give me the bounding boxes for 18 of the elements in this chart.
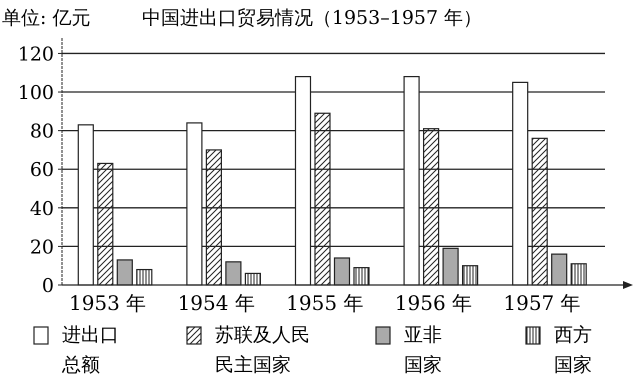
x-tick-label: 1955 年 (286, 291, 364, 315)
y-tick-label: 20 (30, 236, 54, 258)
y-tick-label: 120 (18, 43, 54, 66)
x-tick-label: 1954 年 (178, 291, 255, 315)
legend-label: 进出口总额 (62, 323, 120, 378)
y-axis-title: 单位: 亿元 (2, 7, 90, 29)
legend-label: 苏联及人民民主国家 (215, 323, 311, 378)
x-tick-label: 1953 年 (68, 291, 146, 315)
chart-title: 中国进出口贸易情况（1953–1957 年） (142, 7, 482, 29)
x-tick-label: 1956 年 (394, 291, 472, 315)
x-tick-label: 1957 年 (503, 291, 581, 315)
legend-label: 亚非国家 (404, 323, 443, 378)
y-tick-label: 40 (30, 198, 54, 220)
legend-label: 西方国家 (554, 323, 593, 378)
y-tick-label: 80 (30, 120, 54, 143)
y-tick-label: 100 (18, 82, 54, 104)
y-tick-label: 60 (30, 159, 54, 182)
y-tick-label: 0 (42, 275, 54, 297)
